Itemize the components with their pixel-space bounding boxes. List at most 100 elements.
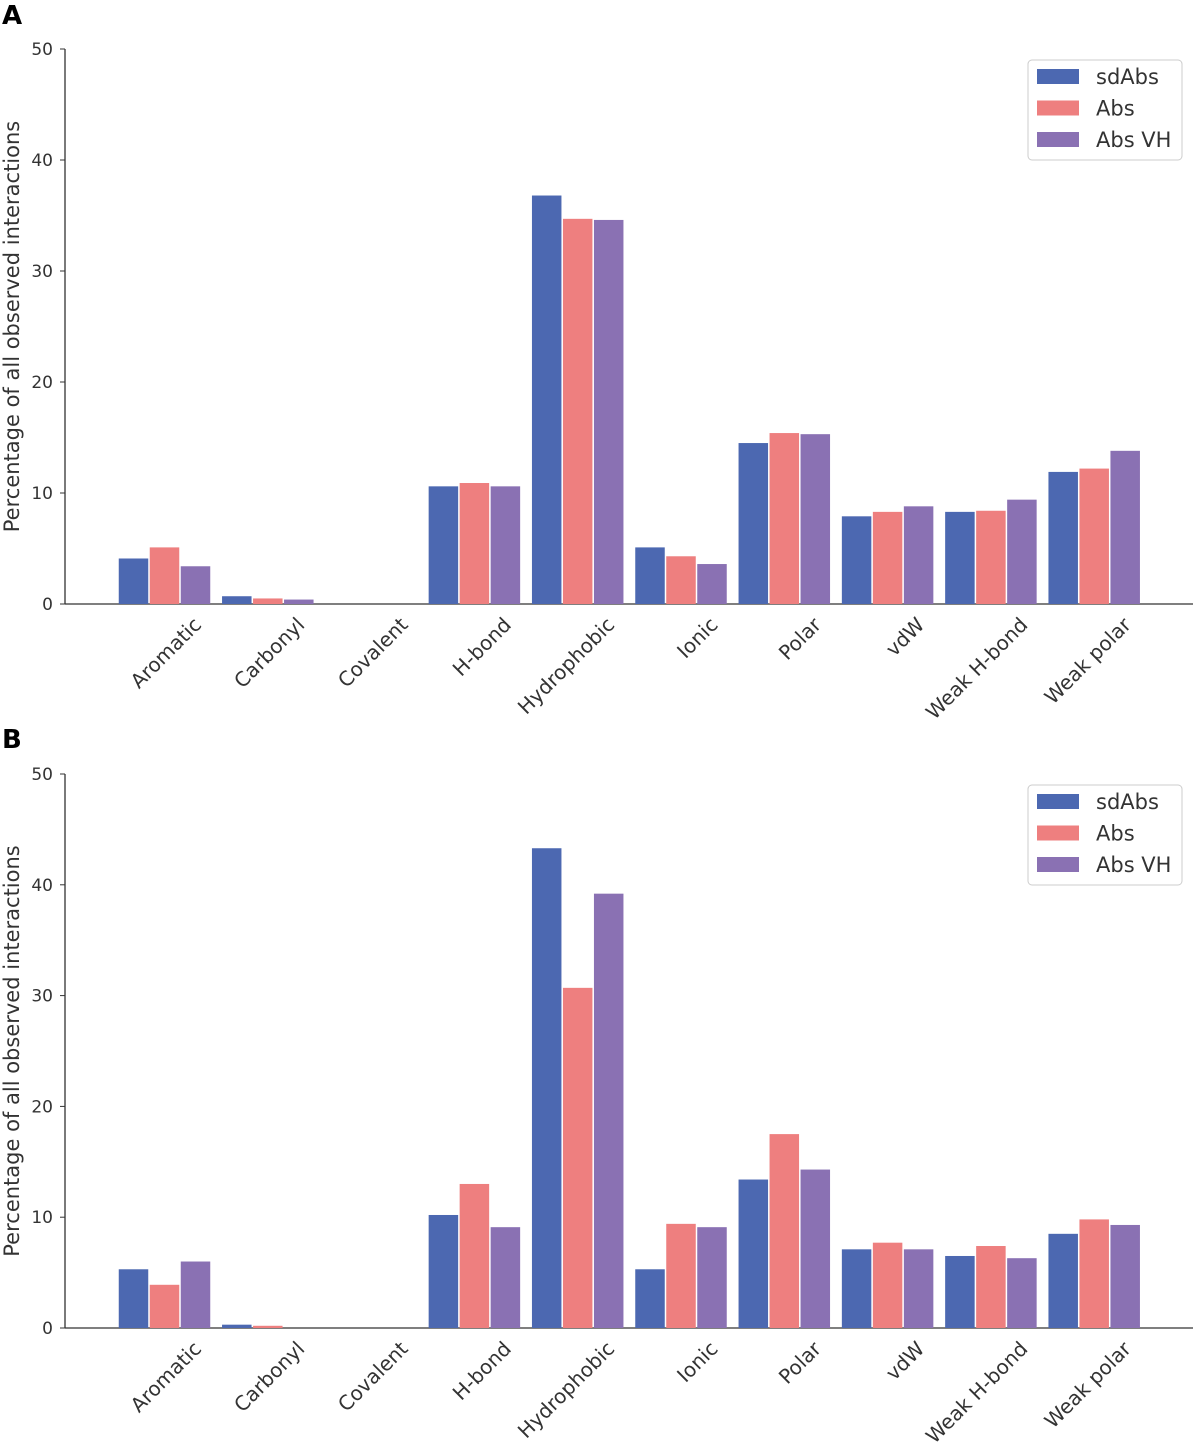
- y-tick-label: 40: [31, 876, 53, 896]
- x-tick-label: Aromatic: [126, 613, 206, 693]
- x-tick-label: Weak polar: [1040, 612, 1137, 709]
- x-tick-label: H-bond: [448, 1337, 516, 1405]
- x-tick-label: Covalent: [333, 612, 413, 692]
- x-tick-label: Covalent: [333, 1336, 413, 1416]
- y-axis-title: Percentage of all observed interactions: [0, 121, 24, 532]
- panel-letter: A: [2, 1, 22, 31]
- legend-swatch-abs: [1037, 100, 1079, 116]
- chart-panel-a: A 0 10 20 30 40 50 Percentage of all observed i…: [0, 1, 1193, 724]
- x-tick-label: Aromatic: [126, 1337, 206, 1417]
- bar-abs-hydrophobic: [562, 218, 593, 604]
- bar-abs-vh-hydrophobic: [593, 893, 624, 1328]
- legend: sdAbs Abs Abs VH: [1027, 59, 1183, 161]
- y-tick-label: 50: [31, 40, 53, 60]
- legend-swatch-sdabs: [1037, 794, 1079, 809]
- x-tick-label: Carbonyl: [229, 1337, 309, 1417]
- bar-sdabs-ionic: [635, 547, 665, 604]
- x-tick-label: Polar: [774, 1336, 827, 1389]
- y-tick-label: 50: [31, 765, 53, 785]
- bar-abs-h-bond: [459, 483, 490, 604]
- bar-sdabs-weak-h-bond: [945, 511, 975, 604]
- bar-sdabs-carbonyl: [222, 596, 252, 604]
- bar-abs-vh-vdw: [903, 1249, 934, 1328]
- bar-abs-vh-vdw: [903, 506, 934, 604]
- legend-swatch-abs-vh: [1037, 857, 1079, 872]
- bar-sdabs-carbonyl: [222, 1324, 252, 1328]
- x-tick-label: Ionic: [672, 1337, 722, 1387]
- bar-abs-weak-h-bond: [976, 1246, 1006, 1328]
- legend-swatch-sdabs: [1037, 69, 1079, 84]
- x-tick-label: Ionic: [672, 613, 722, 663]
- bar-sdabs-vdw: [841, 1249, 872, 1328]
- x-tick-label: vdW: [881, 1336, 929, 1384]
- bar-abs-weak-h-bond: [976, 510, 1006, 604]
- bar-sdabs-vdw: [841, 516, 872, 604]
- panel-letter: B: [2, 725, 22, 755]
- bar-abs-vh-weak-polar: [1110, 450, 1140, 604]
- bar-sdabs-h-bond: [428, 1214, 459, 1328]
- y-tick-label: 30: [31, 262, 53, 282]
- bar-abs-vh-weak-polar: [1110, 1224, 1140, 1328]
- chart-panel-b: B 0 10 20 30 40 50 Percentage of all observed i…: [0, 725, 1193, 1448]
- bar-abs-vh-aromatic: [180, 566, 211, 604]
- bar-sdabs-aromatic: [118, 1269, 149, 1328]
- x-tick-label: Weak polar: [1040, 1336, 1137, 1433]
- bar-abs-vh-h-bond: [490, 1227, 521, 1328]
- bar-abs-vh-h-bond: [490, 486, 521, 604]
- legend-label: sdAbs: [1096, 790, 1159, 814]
- x-tick-label: Carbonyl: [229, 613, 309, 693]
- x-tick-label: H-bond: [448, 613, 516, 681]
- bar-sdabs-weak-polar: [1048, 471, 1078, 604]
- bar-abs-vh-carbonyl: [284, 599, 314, 604]
- bar-abs-polar: [769, 433, 800, 604]
- bar-abs-vh-hydrophobic: [593, 219, 624, 604]
- x-tick-label: Polar: [774, 612, 827, 665]
- bar-sdabs-weak-h-bond: [945, 1255, 975, 1328]
- bar-sdabs-aromatic: [118, 558, 149, 604]
- y-tick-label: 10: [31, 1208, 53, 1228]
- bar-sdabs-hydrophobic: [531, 848, 562, 1328]
- y-tick-label: 40: [31, 151, 53, 171]
- legend-swatch-abs: [1037, 825, 1079, 841]
- bar-abs-vh-weak-h-bond: [1007, 499, 1037, 604]
- bar-abs-vh-ionic: [697, 1227, 727, 1328]
- bar-sdabs-polar: [738, 443, 769, 604]
- bar-abs-vh-weak-h-bond: [1007, 1258, 1037, 1328]
- y-tick-label: 20: [31, 373, 53, 393]
- legend-label: sdAbs: [1096, 65, 1159, 89]
- bar-abs-hydrophobic: [562, 987, 593, 1328]
- bar-sdabs-weak-polar: [1048, 1233, 1078, 1328]
- y-axis-title: Percentage of all observed interactions: [0, 845, 24, 1256]
- x-tick-label: Hydrophobic: [513, 1337, 619, 1443]
- legend-label: Abs VH: [1096, 128, 1171, 152]
- bar-abs-vh-polar: [800, 434, 831, 604]
- bar-abs-ionic: [666, 1223, 696, 1328]
- bar-abs-vdw: [872, 511, 903, 604]
- bar-sdabs-hydrophobic: [531, 195, 562, 604]
- y-tick-label: 10: [31, 484, 53, 504]
- bar-abs-aromatic: [149, 1284, 180, 1328]
- bar-abs-aromatic: [149, 547, 180, 604]
- legend-label: Abs: [1096, 822, 1135, 846]
- x-tick-label: Weak H-bond: [921, 613, 1032, 724]
- y-tick-label: 0: [42, 1319, 53, 1339]
- bar-sdabs-h-bond: [428, 486, 459, 604]
- legend: sdAbs Abs Abs VH: [1027, 784, 1183, 886]
- bar-abs-carbonyl: [253, 598, 283, 604]
- bar-abs-vdw: [872, 1242, 903, 1328]
- x-tick-label: vdW: [881, 612, 929, 660]
- y-tick-label: 30: [31, 987, 53, 1007]
- bar-abs-polar: [769, 1134, 800, 1328]
- legend-swatch-abs-vh: [1037, 132, 1079, 147]
- legend-label: Abs: [1096, 97, 1135, 121]
- y-tick-label: 0: [42, 595, 53, 615]
- x-tick-label: Hydrophobic: [513, 613, 619, 719]
- bar-abs-carbonyl: [253, 1325, 283, 1328]
- bar-abs-vh-polar: [800, 1169, 831, 1328]
- bar-abs-vh-aromatic: [180, 1261, 211, 1328]
- bar-sdabs-ionic: [635, 1269, 665, 1328]
- legend-label: Abs VH: [1096, 853, 1171, 877]
- bar-abs-h-bond: [459, 1183, 490, 1328]
- y-tick-label: 20: [31, 1097, 53, 1117]
